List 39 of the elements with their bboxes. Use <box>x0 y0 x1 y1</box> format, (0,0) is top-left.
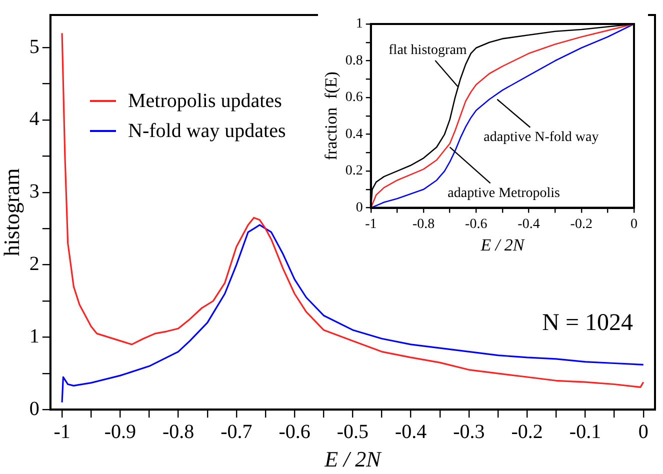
x-tick-label: 0 <box>638 420 648 443</box>
y-tick-label: 2 <box>29 253 40 276</box>
annotation: flat histogram <box>388 43 467 58</box>
x-tick-label: -1 <box>365 216 377 232</box>
y-tick-label: 3 <box>29 180 40 203</box>
y-tick-label: 0.2 <box>345 164 363 179</box>
x-tick-label: -0.6 <box>465 216 488 232</box>
y-axis-title: fraction f(E) <box>322 72 341 160</box>
annotation: adaptive Metropolis <box>448 186 560 201</box>
x-tick-label: -0.8 <box>412 216 435 232</box>
x-tick-label: -0.7 <box>220 420 252 443</box>
x-tick-label: -0.2 <box>570 216 592 232</box>
y-tick-label: 0 <box>29 398 40 420</box>
x-tick-label: -0.3 <box>453 420 485 443</box>
y-axis-title: histogram <box>0 168 24 256</box>
y-tick-label: 4 <box>29 108 40 130</box>
legend-label: Metropolis updates <box>128 89 282 114</box>
x-axis-title: E / 2N <box>480 235 526 254</box>
annotation: adaptive N-fold way <box>484 130 599 146</box>
x-tick-label: 0 <box>630 216 638 232</box>
y-tick-label: 0.8 <box>345 53 363 68</box>
x-tick-label: -0.9 <box>104 420 136 443</box>
x-tick-label: -0.4 <box>395 420 427 443</box>
x-tick-label: -0.2 <box>511 420 543 443</box>
y-tick-label: 5 <box>29 36 40 58</box>
y-tick-label: 0.6 <box>345 90 363 106</box>
x-axis-title: E / 2N <box>324 446 382 472</box>
x-tick-label: -0.6 <box>278 420 310 443</box>
y-tick-label: 0 <box>356 200 363 216</box>
x-tick-label: -0.1 <box>569 420 602 443</box>
y-tick-label: 1 <box>356 16 363 32</box>
x-tick-label: -0.5 <box>336 420 369 443</box>
x-tick-label: -0.8 <box>162 420 194 443</box>
annotation: N = 1024 <box>542 310 633 336</box>
x-tick-label: -0.4 <box>518 216 540 232</box>
x-tick-label: -1 <box>54 420 70 443</box>
legend-label: N-fold way updates <box>128 119 286 144</box>
y-tick-label: 1 <box>29 325 40 348</box>
y-tick-label: 0.4 <box>345 126 363 142</box>
